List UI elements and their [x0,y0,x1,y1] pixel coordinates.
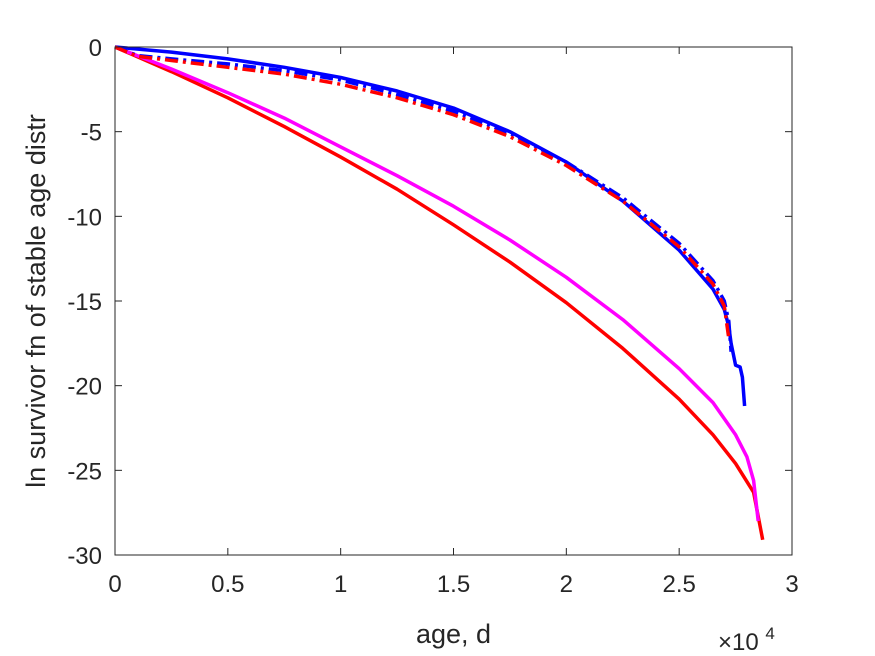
y-tick-label: -10 [67,204,102,231]
y-tick-label: -30 [67,543,102,570]
series-line-5 [114,45,731,339]
x-tick-label: 3 [785,571,798,598]
x-tick-label: 2 [560,571,573,598]
y-tick-label: -25 [67,458,102,485]
y-axis-label: ln survivor fn of stable age distr [21,114,51,488]
series-line-1 [114,45,765,541]
y-tick-label: -15 [67,289,102,316]
x-axis-label: age, d [416,619,491,649]
series-line-4 [114,45,733,352]
y-tick-label: -20 [67,374,102,401]
series-line-2 [114,45,760,522]
y-tick-label: -5 [81,120,102,147]
plot-lines [114,45,765,541]
x-tick-label: 1 [334,571,347,598]
x-tick-label: 0.5 [211,571,244,598]
x-axis-multiplier: ×10 4 [718,624,775,656]
x-tick-label: 2.5 [662,571,695,598]
series-line-3 [114,45,747,407]
ticks [114,46,793,556]
y-tick-label: 0 [89,35,102,62]
x-axis-multiplier-base: ×10 [718,629,759,656]
tick-labels: 0 0.5 1 1.5 2 2.5 3 0 -5 -10 -15 -20 -25 -30 [67,35,798,598]
x-tick-label: 1.5 [437,571,470,598]
x-axis-multiplier-exponent: 4 [765,624,774,643]
x-tick-label: 0 [108,571,121,598]
